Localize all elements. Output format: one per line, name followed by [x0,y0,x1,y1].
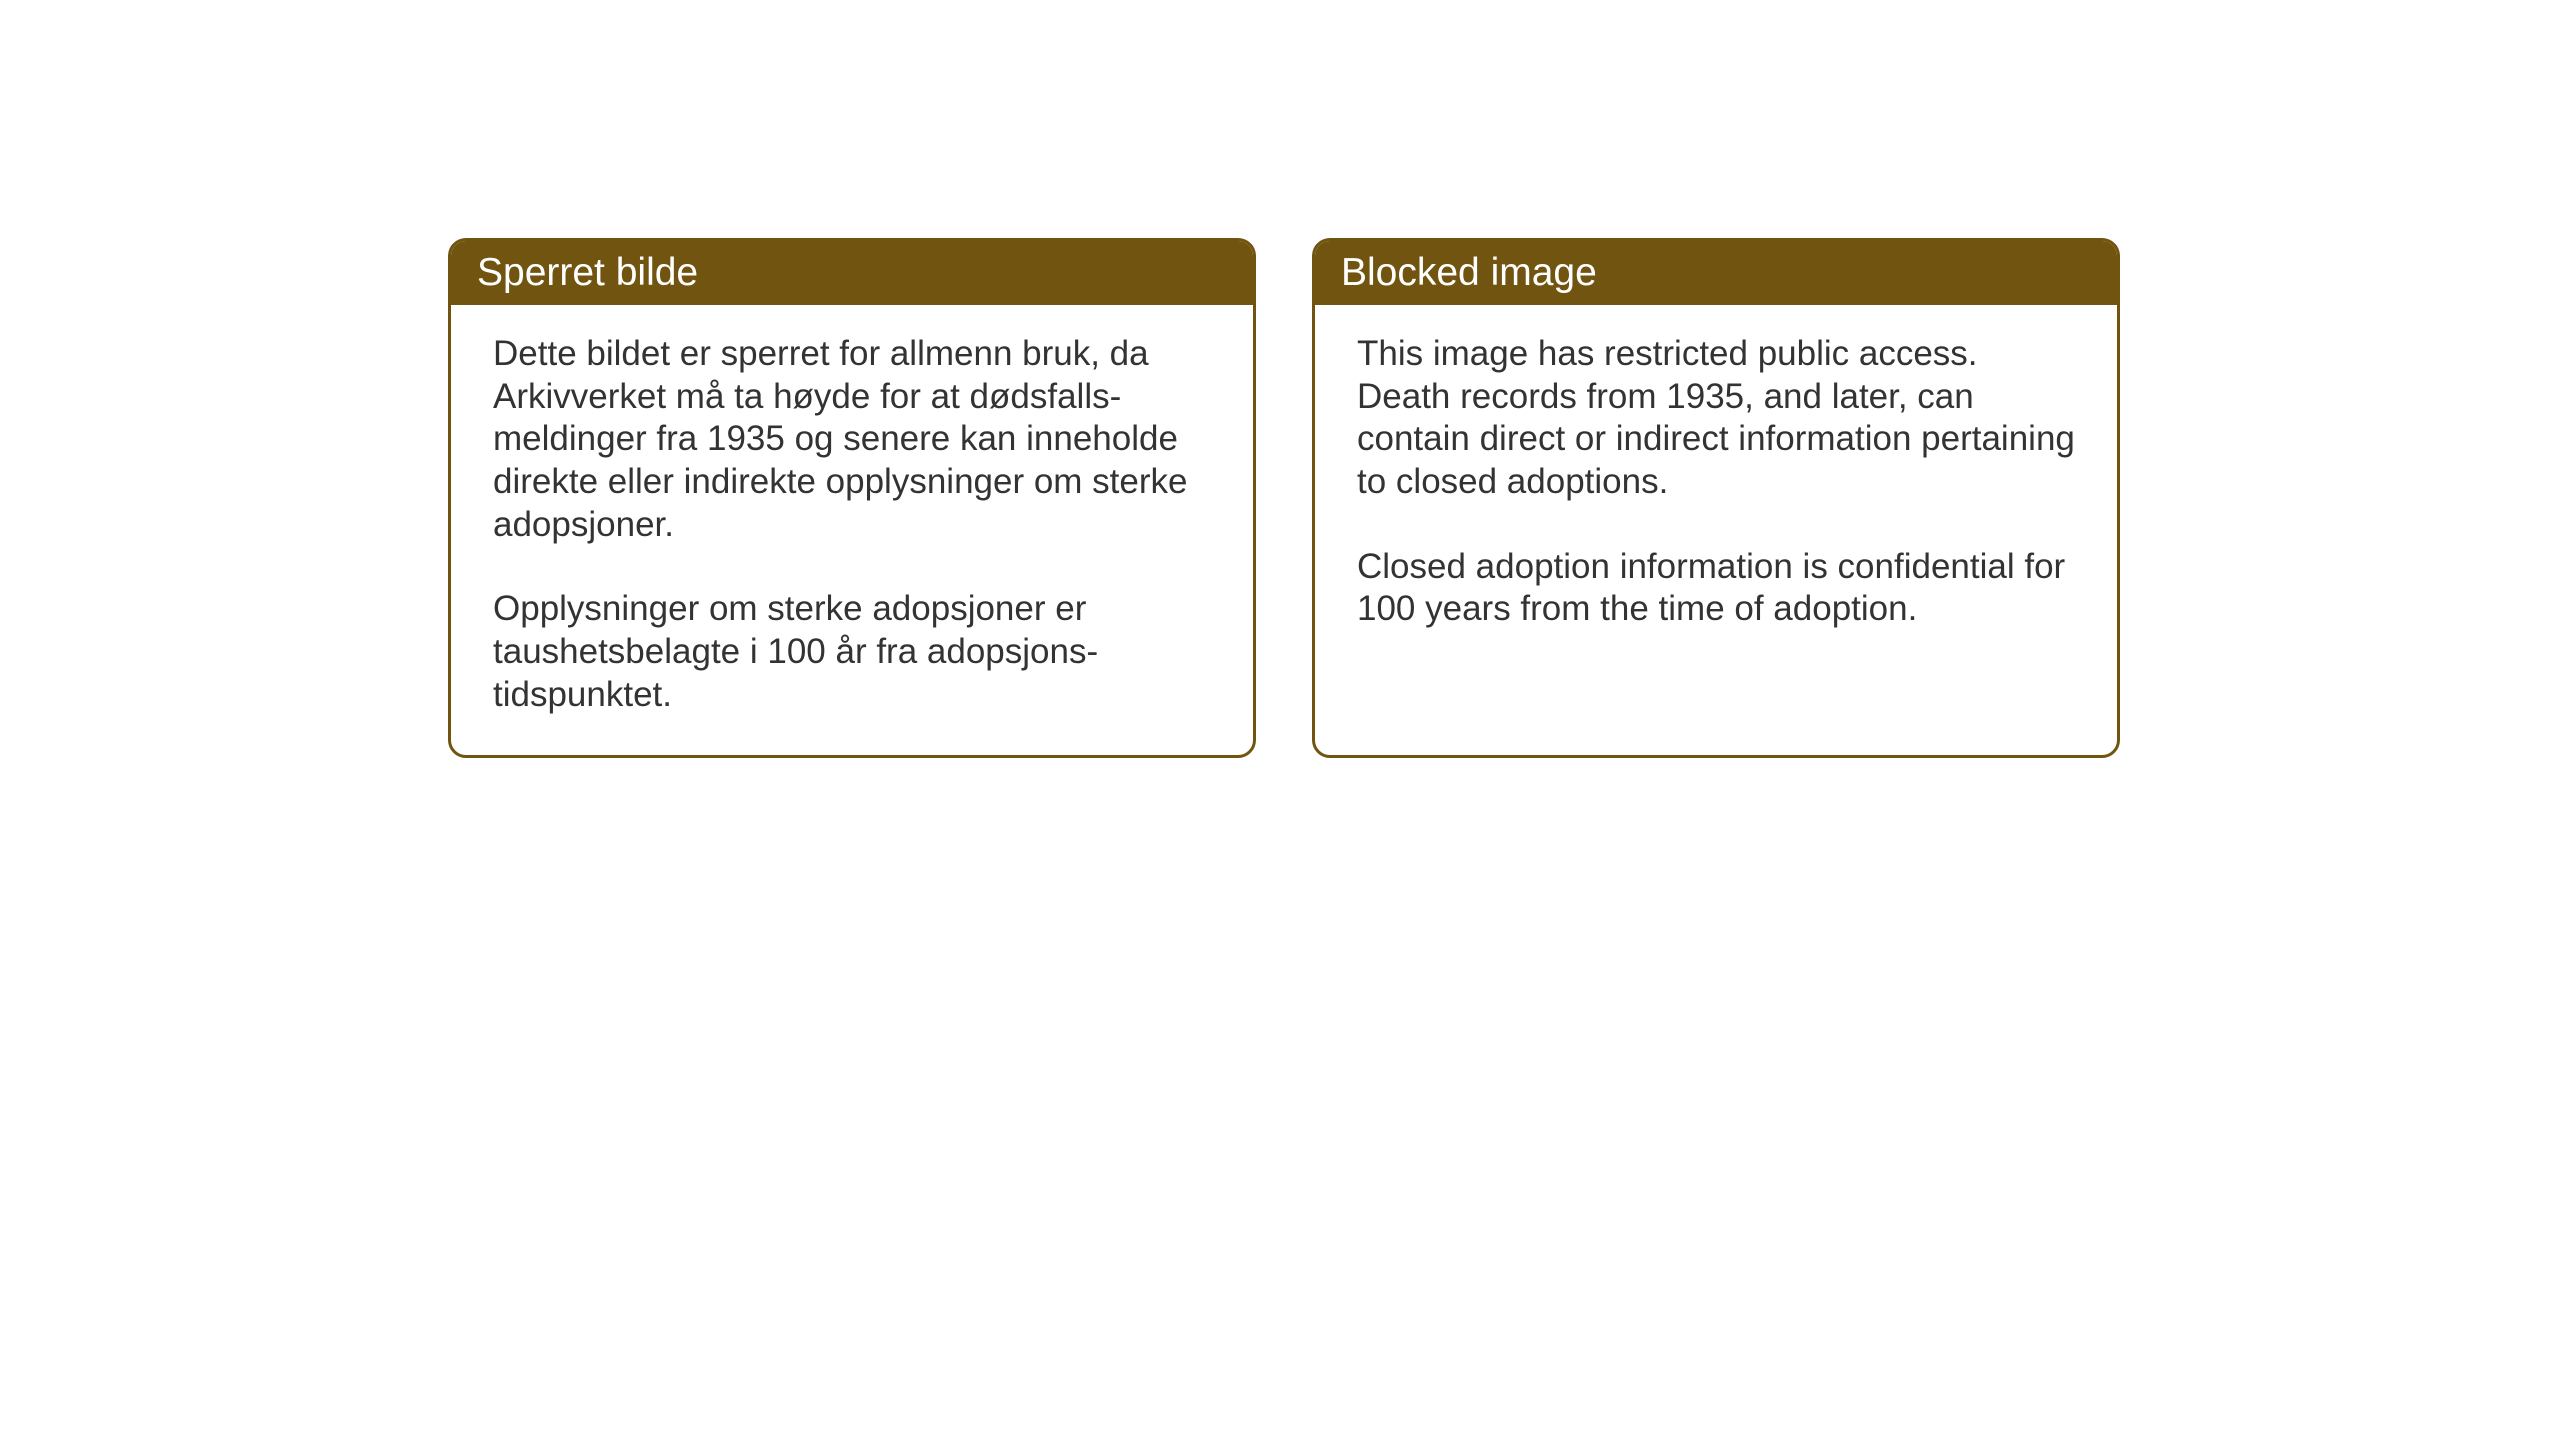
notice-paragraph-2-english: Closed adoption information is confident… [1357,546,2075,631]
notice-card-norwegian: Sperret bilde Dette bildet er sperret fo… [448,238,1256,758]
notice-container: Sperret bilde Dette bildet er sperret fo… [448,238,2120,758]
notice-card-english: Blocked image This image has restricted … [1312,238,2120,758]
notice-header-english: Blocked image [1315,241,2117,305]
notice-body-norwegian: Dette bildet er sperret for allmenn bruk… [451,305,1253,755]
notice-body-english: This image has restricted public access.… [1315,305,2117,669]
notice-paragraph-2-norwegian: Opplysninger om sterke adopsjoner er tau… [493,588,1211,716]
notice-paragraph-1-norwegian: Dette bildet er sperret for allmenn bruk… [493,333,1211,546]
notice-header-norwegian: Sperret bilde [451,241,1253,305]
notice-paragraph-1-english: This image has restricted public access.… [1357,333,2075,504]
